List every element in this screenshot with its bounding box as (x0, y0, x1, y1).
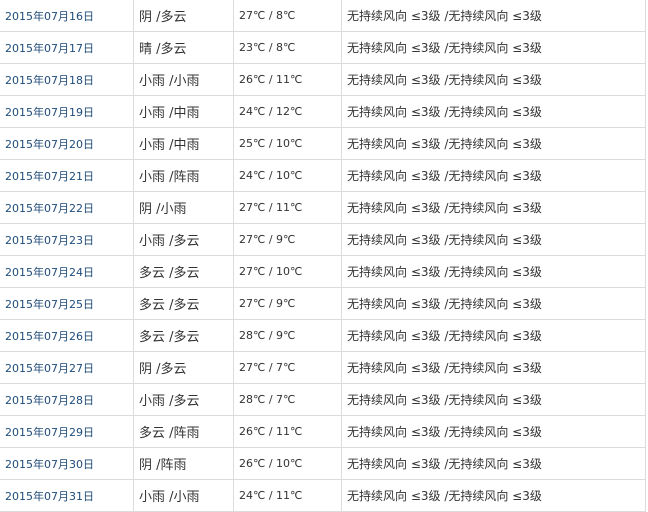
temperature-cell: 26℃ / 11℃ (233, 415, 342, 448)
table-row: 2015年07月16日 阴 /多云 27℃ / 8℃ 无持续风向 ≤3级 /无持… (0, 0, 646, 32)
date-cell: 2015年07月30日 (0, 447, 134, 480)
wind-cell: 无持续风向 ≤3级 /无持续风向 ≤3级 (341, 159, 646, 192)
temperature-cell: 27℃ / 10℃ (233, 255, 342, 288)
date-link[interactable]: 2015年07月31日 (5, 489, 94, 503)
temperature-cell: 28℃ / 9℃ (233, 319, 342, 352)
temperature-cell: 27℃ / 7℃ (233, 351, 342, 384)
wind-cell: 无持续风向 ≤3级 /无持续风向 ≤3级 (341, 63, 646, 96)
date-cell: 2015年07月29日 (0, 415, 134, 448)
date-link[interactable]: 2015年07月21日 (5, 169, 94, 183)
date-link[interactable]: 2015年07月16日 (5, 9, 94, 23)
wind-cell: 无持续风向 ≤3级 /无持续风向 ≤3级 (341, 127, 646, 160)
weather-cell: 小雨 /小雨 (133, 479, 234, 512)
table-row: 2015年07月20日 小雨 /中雨 25℃ / 10℃ 无持续风向 ≤3级 /… (0, 127, 646, 160)
weather-cell: 小雨 /多云 (133, 223, 234, 256)
date-cell: 2015年07月21日 (0, 159, 134, 192)
table-row: 2015年07月19日 小雨 /中雨 24℃ / 12℃ 无持续风向 ≤3级 /… (0, 95, 646, 128)
weather-cell: 小雨 /中雨 (133, 127, 234, 160)
date-link[interactable]: 2015年07月25日 (5, 297, 94, 311)
wind-cell: 无持续风向 ≤3级 /无持续风向 ≤3级 (341, 415, 646, 448)
table-row: 2015年07月27日 阴 /多云 27℃ / 7℃ 无持续风向 ≤3级 /无持… (0, 351, 646, 384)
date-link[interactable]: 2015年07月23日 (5, 233, 94, 247)
weather-cell: 小雨 /阵雨 (133, 159, 234, 192)
temperature-cell: 25℃ / 10℃ (233, 127, 342, 160)
wind-cell: 无持续风向 ≤3级 /无持续风向 ≤3级 (341, 31, 646, 64)
temperature-cell: 27℃ / 8℃ (233, 0, 342, 32)
date-cell: 2015年07月27日 (0, 351, 134, 384)
temperature-cell: 28℃ / 7℃ (233, 383, 342, 416)
date-cell: 2015年07月16日 (0, 0, 134, 32)
wind-cell: 无持续风向 ≤3级 /无持续风向 ≤3级 (341, 95, 646, 128)
weather-cell: 多云 /多云 (133, 287, 234, 320)
wind-cell: 无持续风向 ≤3级 /无持续风向 ≤3级 (341, 255, 646, 288)
table-row: 2015年07月28日 小雨 /多云 28℃ / 7℃ 无持续风向 ≤3级 /无… (0, 383, 646, 416)
date-link[interactable]: 2015年07月26日 (5, 329, 94, 343)
wind-cell: 无持续风向 ≤3级 /无持续风向 ≤3级 (341, 447, 646, 480)
temperature-cell: 26℃ / 10℃ (233, 447, 342, 480)
date-cell: 2015年07月23日 (0, 223, 134, 256)
date-cell: 2015年07月18日 (0, 63, 134, 96)
temperature-cell: 24℃ / 10℃ (233, 159, 342, 192)
table-row: 2015年07月21日 小雨 /阵雨 24℃ / 10℃ 无持续风向 ≤3级 /… (0, 159, 646, 192)
date-cell: 2015年07月20日 (0, 127, 134, 160)
table-row: 2015年07月18日 小雨 /小雨 26℃ / 11℃ 无持续风向 ≤3级 /… (0, 63, 646, 96)
wind-cell: 无持续风向 ≤3级 /无持续风向 ≤3级 (341, 0, 646, 32)
wind-cell: 无持续风向 ≤3级 /无持续风向 ≤3级 (341, 191, 646, 224)
date-cell: 2015年07月28日 (0, 383, 134, 416)
wind-cell: 无持续风向 ≤3级 /无持续风向 ≤3级 (341, 319, 646, 352)
table-row: 2015年07月22日 阴 /小雨 27℃ / 11℃ 无持续风向 ≤3级 /无… (0, 191, 646, 224)
temperature-cell: 26℃ / 11℃ (233, 63, 342, 96)
date-cell: 2015年07月26日 (0, 319, 134, 352)
table-row: 2015年07月17日 晴 /多云 23℃ / 8℃ 无持续风向 ≤3级 /无持… (0, 31, 646, 64)
table-row: 2015年07月23日 小雨 /多云 27℃ / 9℃ 无持续风向 ≤3级 /无… (0, 223, 646, 256)
weather-cell: 晴 /多云 (133, 31, 234, 64)
weather-cell: 阴 /小雨 (133, 191, 234, 224)
date-link[interactable]: 2015年07月27日 (5, 361, 94, 375)
weather-cell: 多云 /多云 (133, 319, 234, 352)
weather-cell: 阴 /多云 (133, 0, 234, 32)
date-link[interactable]: 2015年07月20日 (5, 137, 94, 151)
table-row: 2015年07月25日 多云 /多云 27℃ / 9℃ 无持续风向 ≤3级 /无… (0, 287, 646, 320)
date-cell: 2015年07月22日 (0, 191, 134, 224)
date-link[interactable]: 2015年07月24日 (5, 265, 94, 279)
date-link[interactable]: 2015年07月17日 (5, 41, 94, 55)
temperature-cell: 27℃ / 9℃ (233, 223, 342, 256)
wind-cell: 无持续风向 ≤3级 /无持续风向 ≤3级 (341, 223, 646, 256)
weather-cell: 多云 /多云 (133, 255, 234, 288)
wind-cell: 无持续风向 ≤3级 /无持续风向 ≤3级 (341, 351, 646, 384)
wind-cell: 无持续风向 ≤3级 /无持续风向 ≤3级 (341, 479, 646, 512)
date-link[interactable]: 2015年07月18日 (5, 73, 94, 87)
table-row: 2015年07月31日 小雨 /小雨 24℃ / 11℃ 无持续风向 ≤3级 /… (0, 479, 646, 512)
date-cell: 2015年07月19日 (0, 95, 134, 128)
date-cell: 2015年07月24日 (0, 255, 134, 288)
wind-cell: 无持续风向 ≤3级 /无持续风向 ≤3级 (341, 287, 646, 320)
table-row: 2015年07月26日 多云 /多云 28℃ / 9℃ 无持续风向 ≤3级 /无… (0, 319, 646, 352)
weather-cell: 多云 /阵雨 (133, 415, 234, 448)
table-row: 2015年07月29日 多云 /阵雨 26℃ / 11℃ 无持续风向 ≤3级 /… (0, 415, 646, 448)
wind-cell: 无持续风向 ≤3级 /无持续风向 ≤3级 (341, 383, 646, 416)
date-cell: 2015年07月31日 (0, 479, 134, 512)
temperature-cell: 24℃ / 12℃ (233, 95, 342, 128)
table-row: 2015年07月24日 多云 /多云 27℃ / 10℃ 无持续风向 ≤3级 /… (0, 255, 646, 288)
date-link[interactable]: 2015年07月29日 (5, 425, 94, 439)
weather-cell: 阴 /阵雨 (133, 447, 234, 480)
temperature-cell: 23℃ / 8℃ (233, 31, 342, 64)
date-link[interactable]: 2015年07月30日 (5, 457, 94, 471)
temperature-cell: 24℃ / 11℃ (233, 479, 342, 512)
date-link[interactable]: 2015年07月28日 (5, 393, 94, 407)
temperature-cell: 27℃ / 11℃ (233, 191, 342, 224)
weather-cell: 小雨 /多云 (133, 383, 234, 416)
weather-cell: 小雨 /小雨 (133, 63, 234, 96)
temperature-cell: 27℃ / 9℃ (233, 287, 342, 320)
weather-cell: 小雨 /中雨 (133, 95, 234, 128)
date-link[interactable]: 2015年07月22日 (5, 201, 94, 215)
weather-cell: 阴 /多云 (133, 351, 234, 384)
date-cell: 2015年07月17日 (0, 31, 134, 64)
date-cell: 2015年07月25日 (0, 287, 134, 320)
table-row: 2015年07月30日 阴 /阵雨 26℃ / 10℃ 无持续风向 ≤3级 /无… (0, 447, 646, 480)
date-link[interactable]: 2015年07月19日 (5, 105, 94, 119)
